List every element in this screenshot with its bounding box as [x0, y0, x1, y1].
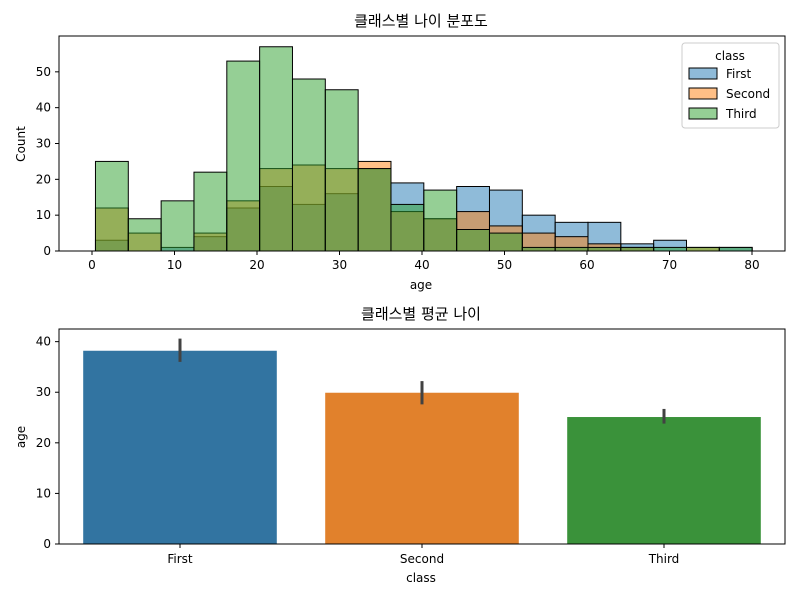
hist-xtick-label: 0 — [88, 258, 96, 272]
bar-ytick-label: 10 — [36, 486, 51, 500]
hist-bar-third-15 — [587, 246, 622, 252]
hist-xtick-label: 30 — [332, 258, 347, 272]
hist-xtick-label: 40 — [414, 258, 429, 272]
bar-chart-yticks: 0 10 20 30 40 — [36, 335, 59, 551]
hist-bar-third-16 — [620, 246, 655, 252]
bar-chart-xlabel: class — [406, 571, 436, 585]
legend-swatch-second — [688, 87, 718, 100]
legend-box — [681, 42, 780, 129]
histogram-ylabel: Count — [14, 126, 28, 162]
bar-ytick-label: 30 — [36, 385, 51, 399]
bar-second — [325, 392, 519, 544]
legend-swatch-first — [688, 67, 718, 80]
bar-ytick-label: 40 — [36, 335, 51, 349]
hist-bar-third-2 — [160, 200, 195, 252]
hist-xtick-label: 10 — [167, 258, 182, 272]
legend-label-second: Second — [726, 87, 770, 101]
hist-bar-third-14 — [554, 246, 589, 252]
hist-xtick-label: 60 — [579, 258, 594, 272]
hist-xtick-label: 80 — [744, 258, 759, 272]
legend-label-third: Third — [725, 107, 757, 121]
legend-label-first: First — [726, 67, 752, 81]
histogram-xticks: 0 10 20 30 40 50 60 70 80 — [88, 251, 760, 272]
histogram-title: 클래스별 나이 분포도 — [354, 12, 488, 30]
bar-chart: 클래스별 평균 나이 class age First Second Third 0 1… — [14, 305, 786, 585]
hist-ytick-label: 30 — [36, 137, 51, 151]
hist-bar-third-12 — [488, 232, 523, 252]
bar-xtick-label-third: Third — [648, 552, 680, 566]
hist-bar-third-4 — [226, 60, 261, 252]
hist-bar-third-7 — [324, 89, 359, 252]
hist-bar-third-13 — [521, 246, 556, 252]
bar-third — [567, 417, 761, 544]
histogram-marks — [94, 46, 753, 252]
hist-ytick-label: 20 — [36, 172, 51, 186]
hist-ytick-label: 40 — [36, 101, 51, 115]
hist-bar-third-11 — [456, 229, 490, 252]
hist-bar-third-3 — [193, 171, 228, 252]
bar-chart-ylabel: age — [14, 426, 28, 448]
bar-chart-xticks: First Second Third — [167, 544, 679, 566]
hist-xtick-label: 70 — [662, 258, 677, 272]
hist-bar-third-0 — [94, 160, 129, 252]
bar-xtick-label-second: Second — [400, 552, 444, 566]
legend-swatch-third — [688, 107, 718, 120]
histogram-yticks: 0 10 20 30 40 50 — [36, 65, 59, 258]
bar-ytick-label: 0 — [43, 537, 51, 551]
histogram-chart: 클래스별 나이 분포도 age Count 0 10 20 30 40 50 60 70 80 … — [14, 12, 786, 292]
hist-xtick-label: 50 — [497, 258, 512, 272]
hist-ytick-label: 0 — [43, 244, 51, 258]
hist-bar-third-19 — [718, 246, 753, 252]
hist-ytick-label: 10 — [36, 208, 51, 222]
hist-bar-third-6 — [291, 78, 326, 252]
hist-bar-third-10 — [423, 189, 458, 252]
bar-first — [83, 350, 277, 544]
hist-bar-third-5 — [259, 46, 293, 252]
hist-bar-third-9 — [390, 203, 425, 252]
histogram-xlabel: age — [410, 278, 432, 292]
bar-ytick-label: 20 — [36, 436, 51, 450]
hist-bar-third-18 — [685, 246, 720, 252]
hist-bar-third-8 — [357, 168, 392, 252]
hist-bar-third-17 — [653, 246, 687, 252]
hist-xtick-label: 20 — [249, 258, 264, 272]
legend-title: class — [715, 49, 745, 63]
hist-ytick-label: 50 — [36, 65, 51, 79]
bar-xtick-label-first: First — [167, 552, 193, 566]
bar-chart-marks — [83, 338, 761, 544]
histogram-legend: class First Second Third — [681, 42, 780, 129]
hist-bar-third-1 — [127, 218, 162, 252]
bar-chart-title: 클래스별 평균 나이 — [361, 305, 481, 323]
